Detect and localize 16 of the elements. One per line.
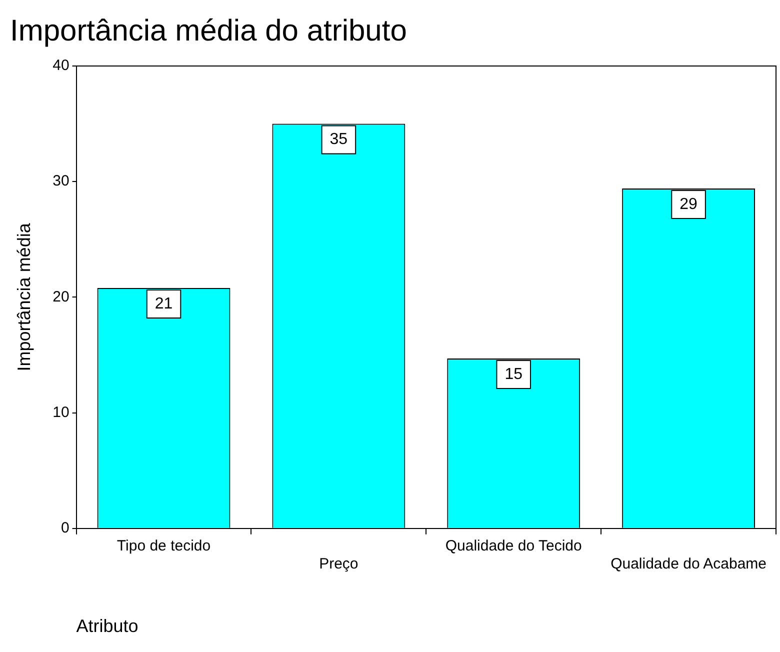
data-label: 29 (680, 196, 698, 213)
x-tick-label: Preço (319, 556, 358, 573)
x-tick-label: Qualidade do Acabame (610, 556, 767, 573)
y-axis-title: Importância média (14, 222, 34, 372)
data-label: 21 (154, 295, 173, 312)
x-tick-label: Tipo de tecido (116, 538, 211, 555)
y-tick-label: 0 (60, 520, 70, 537)
y-tick-label: 30 (52, 172, 70, 190)
data-label: 15 (504, 366, 523, 383)
x-tick-label: Qualidade do Tecido (445, 538, 582, 555)
x-axis-title: Atributo (76, 616, 138, 636)
y-tick-label: 20 (52, 288, 70, 306)
chart-title: Importância média do atributo (10, 14, 407, 48)
y-tick-label: 10 (52, 404, 70, 421)
data-label: 35 (330, 131, 348, 148)
y-tick-label: 40 (52, 57, 70, 74)
